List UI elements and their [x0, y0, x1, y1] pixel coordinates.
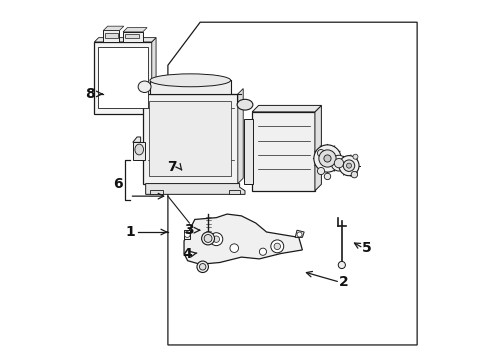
Text: 2: 2 [339, 275, 348, 289]
Text: 7: 7 [167, 161, 177, 175]
Polygon shape [123, 28, 147, 32]
Ellipse shape [150, 74, 231, 87]
Ellipse shape [318, 167, 324, 175]
Ellipse shape [138, 81, 151, 93]
Ellipse shape [343, 160, 355, 171]
Text: 6: 6 [114, 177, 123, 190]
Ellipse shape [346, 163, 351, 168]
Polygon shape [238, 89, 243, 184]
Ellipse shape [184, 231, 190, 237]
Polygon shape [295, 230, 304, 237]
Ellipse shape [338, 261, 345, 269]
Bar [95, 42, 152, 114]
Bar [133, 142, 145, 160]
Ellipse shape [319, 150, 336, 167]
Bar [150, 190, 163, 194]
Ellipse shape [318, 149, 324, 157]
Bar [125, 34, 139, 39]
Ellipse shape [213, 236, 220, 242]
Text: 5: 5 [362, 241, 372, 255]
Bar [150, 80, 231, 94]
Ellipse shape [237, 99, 253, 110]
Polygon shape [103, 31, 120, 42]
Polygon shape [252, 105, 321, 112]
Ellipse shape [339, 156, 359, 176]
Ellipse shape [197, 261, 208, 273]
Text: 4: 4 [183, 247, 193, 261]
Ellipse shape [324, 173, 331, 180]
Polygon shape [103, 26, 124, 31]
Ellipse shape [201, 232, 215, 245]
Ellipse shape [314, 145, 341, 172]
Ellipse shape [274, 243, 280, 249]
Polygon shape [95, 38, 156, 42]
Polygon shape [123, 32, 143, 42]
Ellipse shape [199, 264, 206, 270]
Bar [252, 112, 315, 191]
Ellipse shape [351, 171, 358, 178]
Ellipse shape [324, 155, 331, 162]
Ellipse shape [210, 233, 223, 246]
Polygon shape [184, 230, 191, 239]
Ellipse shape [334, 158, 343, 168]
Text: 3: 3 [185, 223, 194, 237]
Text: 8: 8 [85, 87, 95, 101]
Text: 1: 1 [126, 225, 136, 239]
Polygon shape [184, 214, 302, 264]
Polygon shape [315, 105, 321, 191]
Bar [245, 119, 253, 184]
Polygon shape [133, 137, 141, 142]
Bar [98, 47, 148, 108]
Ellipse shape [259, 248, 267, 255]
Polygon shape [152, 38, 156, 114]
Ellipse shape [331, 155, 347, 171]
Ellipse shape [353, 154, 358, 159]
Bar [105, 33, 118, 39]
Ellipse shape [204, 234, 212, 242]
Ellipse shape [230, 244, 239, 252]
Ellipse shape [135, 144, 144, 155]
Polygon shape [146, 184, 245, 194]
Ellipse shape [271, 240, 284, 253]
Bar [149, 101, 231, 176]
Bar [143, 94, 238, 184]
Ellipse shape [297, 232, 302, 237]
Bar [229, 190, 240, 194]
